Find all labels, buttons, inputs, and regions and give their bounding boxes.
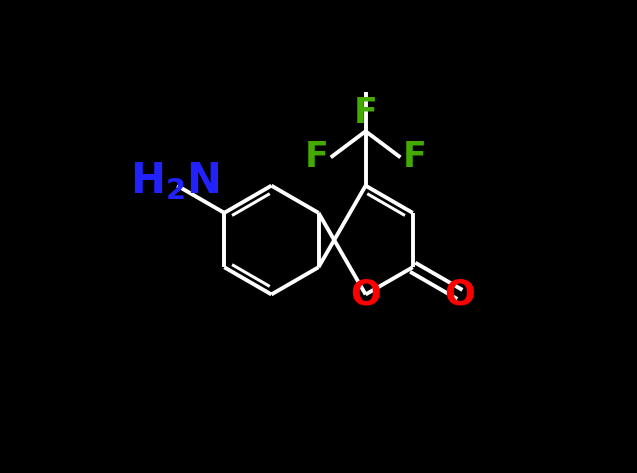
Text: F: F	[304, 140, 329, 175]
Text: O: O	[350, 278, 381, 311]
Text: F: F	[354, 96, 378, 130]
Text: $\mathregular{H_2N}$: $\mathregular{H_2N}$	[130, 160, 220, 202]
Text: O: O	[445, 278, 475, 311]
Text: F: F	[403, 140, 427, 175]
